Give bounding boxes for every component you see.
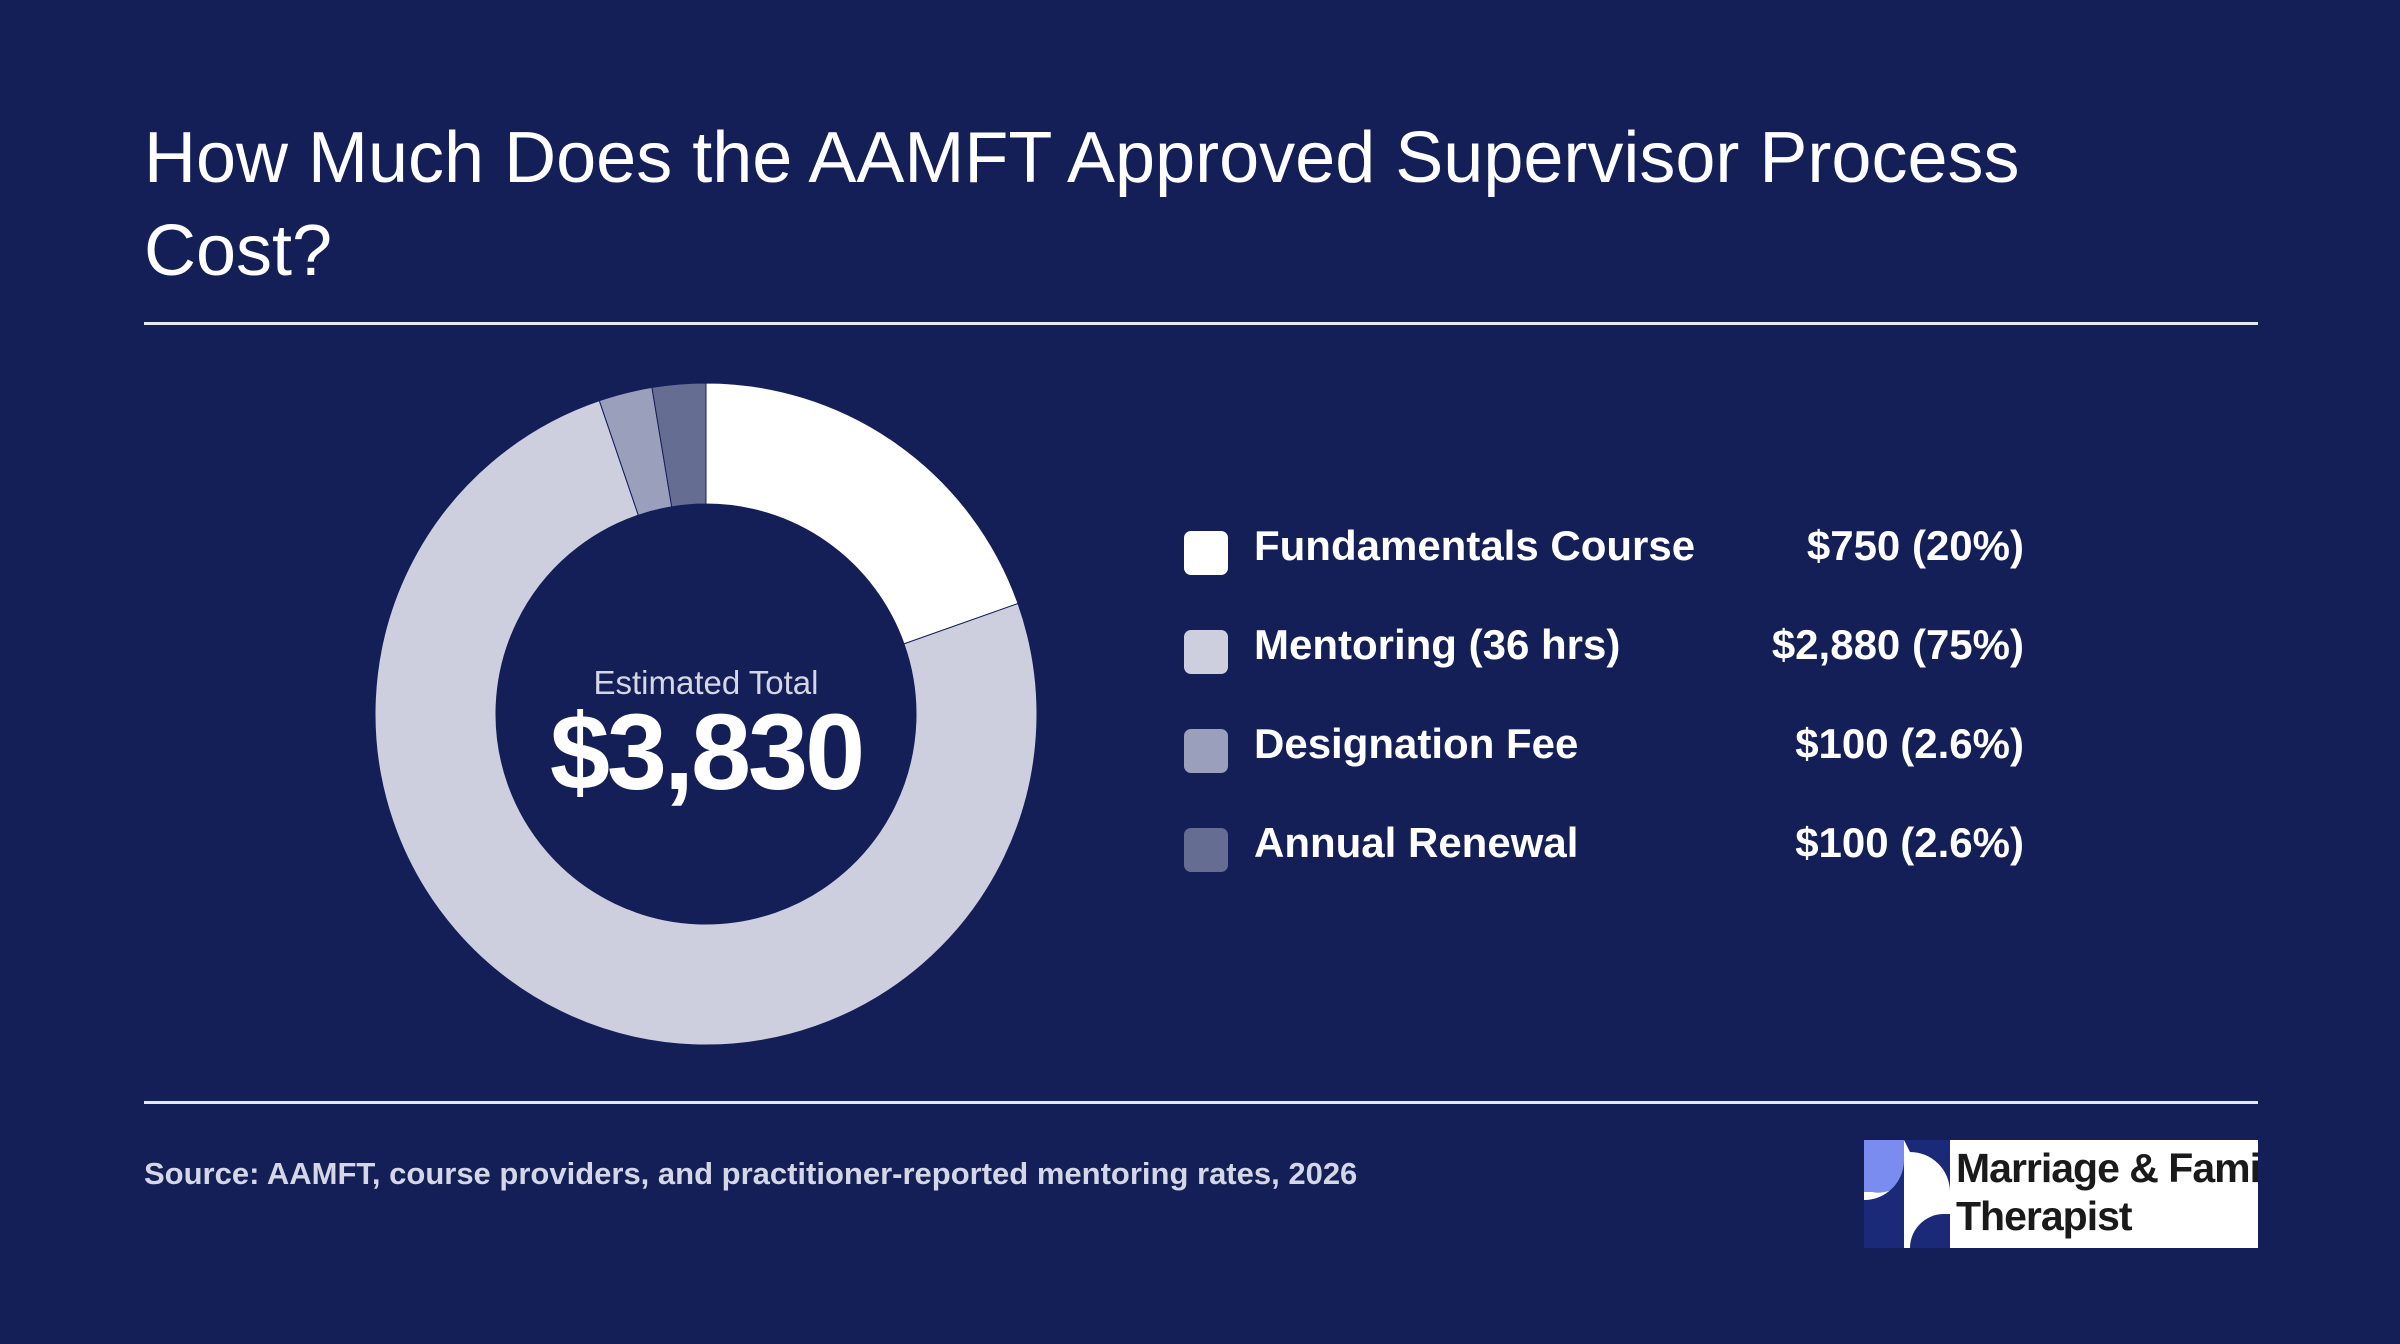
logo-line-2: Therapist (1956, 1193, 2133, 1239)
legend-label: Designation Fee (1254, 720, 1579, 767)
legend-value: $750 (20%) (1806, 522, 2024, 569)
donut-center-label: Estimated Total (593, 664, 819, 701)
donut-center-total: $3,830 (549, 691, 865, 812)
legend-label: Mentoring (36 hrs) (1254, 621, 1621, 668)
legend-label: Fundamentals Course (1254, 522, 1696, 569)
legend-item: Fundamentals Course $750 (20%) (1184, 514, 2024, 584)
brand-logo: Marriage & Family Therapist (1864, 1140, 2258, 1248)
legend-value: $100 (2.6%) (1795, 819, 2024, 866)
source-note: Source: AAMFT, course providers, and pra… (144, 1156, 1358, 1191)
footer-divider (144, 1101, 2258, 1104)
legend-value: $100 (2.6%) (1795, 720, 2024, 767)
legend-swatch (1184, 531, 1228, 575)
legend-item: Mentoring (36 hrs) $2,880 (75%) (1184, 613, 2024, 683)
page-title: How Much Does the AAMFT Approved Supervi… (144, 118, 2020, 291)
legend-item: Annual Renewal $100 (2.6%) (1184, 811, 2024, 881)
legend-swatch (1184, 630, 1228, 674)
donut-chart (374, 382, 1038, 1046)
legend-label: Annual Renewal (1254, 819, 1579, 866)
donut-slice (651, 382, 707, 508)
title-divider (144, 322, 2258, 325)
logo-mark-icon (1864, 1140, 1950, 1248)
legend-item: Designation Fee $100 (2.6%) (1184, 712, 2024, 782)
legend-value: $2,880 (75%) (1771, 621, 2024, 668)
legend-swatch (1184, 828, 1228, 872)
donut-slice (705, 382, 1019, 645)
donut-slice (374, 400, 1038, 1046)
logo-wordmark: Marriage & Family Therapist (1956, 1144, 2258, 1240)
legend-swatch (1184, 729, 1228, 773)
logo-line-1: Marriage & Family (1956, 1145, 2258, 1191)
